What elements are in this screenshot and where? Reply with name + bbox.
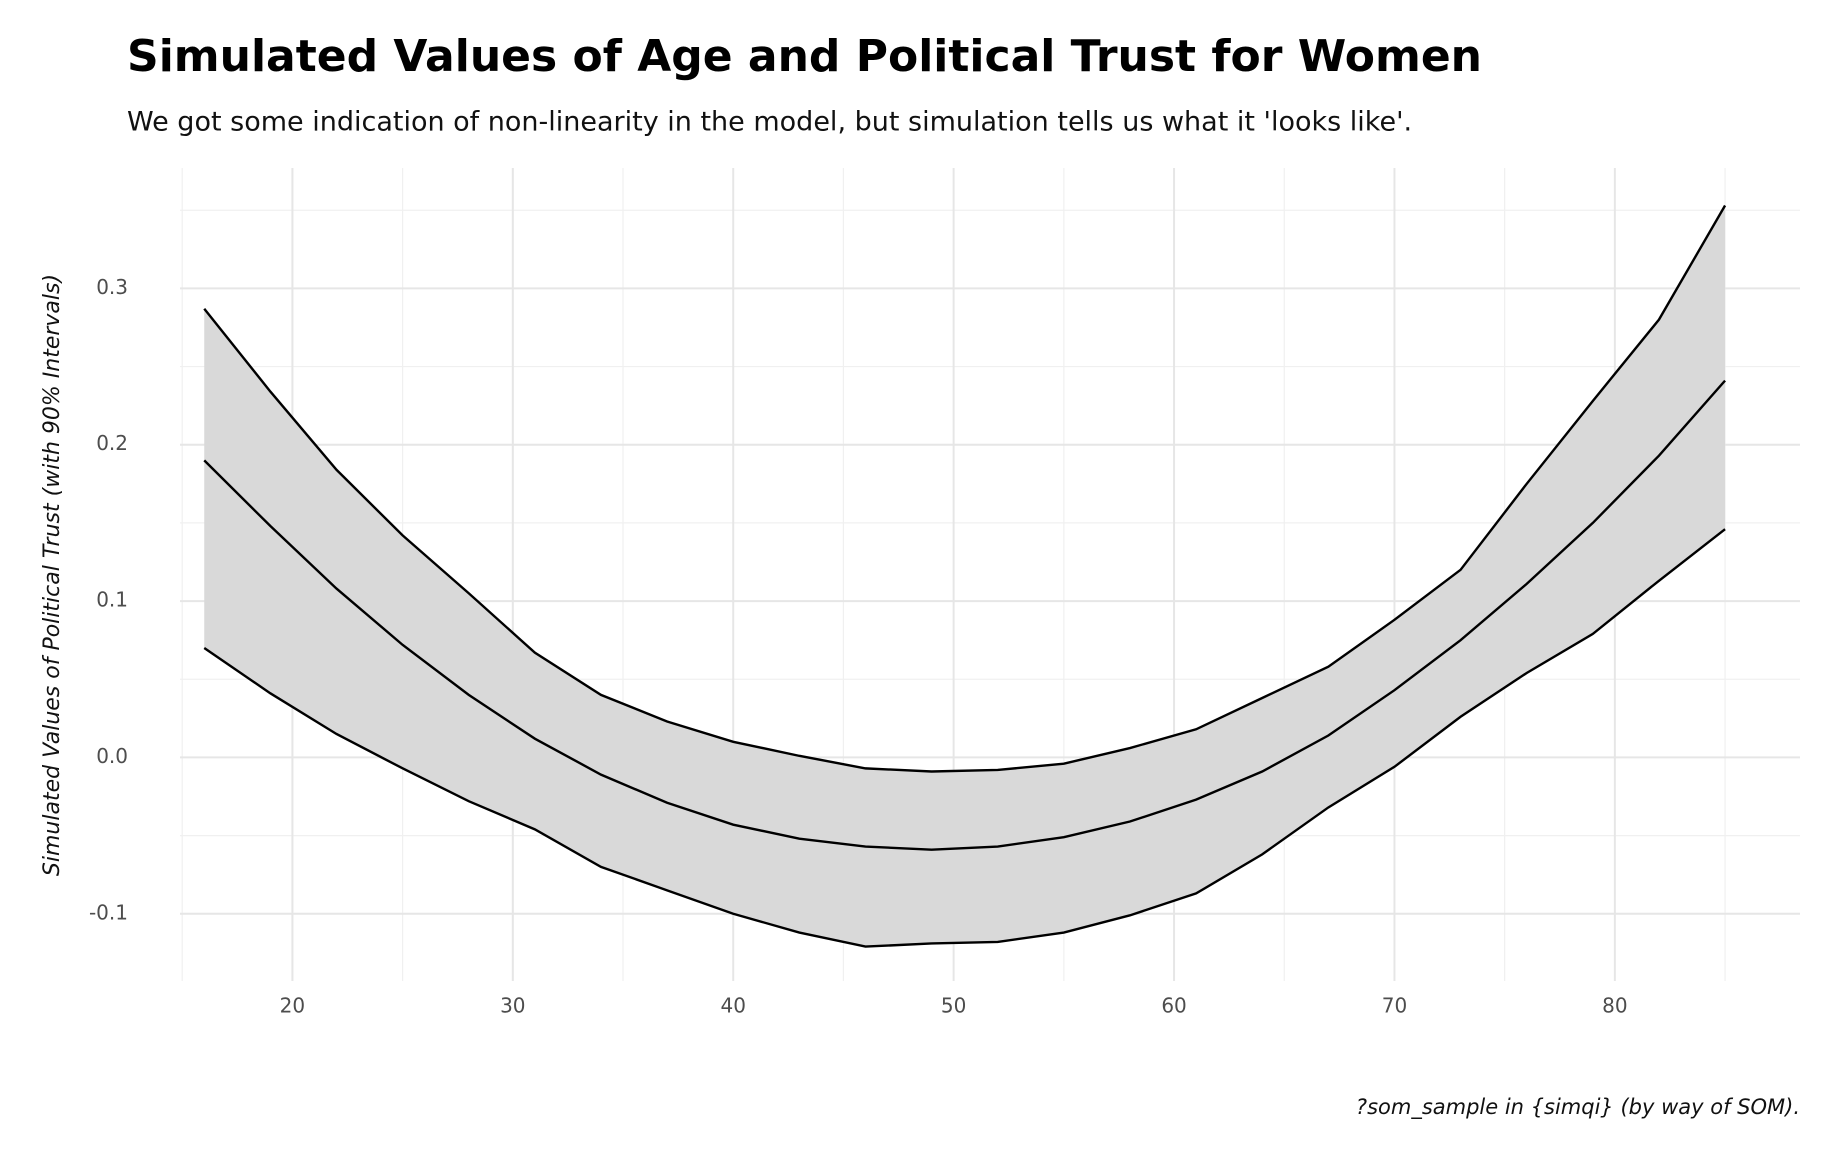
x-tick-label: 50 xyxy=(941,994,966,1018)
y-tick-label: 0.1 xyxy=(96,588,128,612)
x-tick-label: 20 xyxy=(280,994,305,1018)
x-tick-label: 80 xyxy=(1602,994,1627,1018)
y-axis-label: Simulated Values of Political Trust (wit… xyxy=(40,274,65,876)
x-tick-label: 40 xyxy=(720,994,745,1018)
y-tick-label: -0.1 xyxy=(89,900,128,924)
y-tick-label: 0.2 xyxy=(96,431,128,455)
chart-title: Simulated Values of Age and Political Tr… xyxy=(127,31,1482,82)
line xyxy=(203,528,1726,948)
x-tick-label: 70 xyxy=(1382,994,1407,1018)
line xyxy=(203,379,1726,851)
y-tick-label: 0.3 xyxy=(96,275,128,299)
interval-band xyxy=(204,205,1726,947)
chart-subtitle: We got some indication of non-linearity … xyxy=(127,107,1412,138)
line xyxy=(203,204,1727,773)
caption: ?som_sample in {simqi} (by way of SOM). xyxy=(1356,1095,1800,1120)
x-tick-label: 30 xyxy=(500,994,525,1018)
y-tick-label: 0.0 xyxy=(96,744,128,768)
x-tick-label: 60 xyxy=(1161,994,1186,1018)
plot-area xyxy=(203,204,1727,948)
